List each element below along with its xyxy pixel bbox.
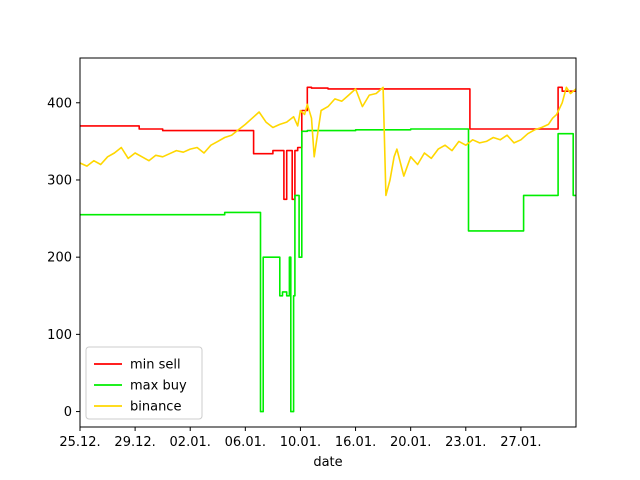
- x-tick-label: 16.01.: [335, 435, 376, 450]
- x-tick-label: 06.01.: [225, 435, 266, 450]
- x-axis-label: date: [313, 455, 342, 470]
- x-tick-label: 23.01.: [445, 435, 486, 450]
- axes-frame: [79, 57, 577, 428]
- series-line-min-sell: [80, 86, 576, 201]
- series-layer: [79, 86, 577, 413]
- y-tick-label: 400: [47, 96, 72, 111]
- x-tick-label: 20.01.: [390, 435, 431, 450]
- x-tick-label: 10.01.: [280, 435, 321, 450]
- legend-label: max buy: [130, 379, 187, 394]
- series-line-max-buy: [80, 128, 576, 413]
- y-tick-label: 0: [64, 405, 72, 420]
- legend: min sell max buy binance: [85, 346, 203, 420]
- x-tick-label: 27.01.: [500, 435, 541, 450]
- legend-label: binance: [130, 400, 181, 415]
- y-tick-label: 100: [47, 328, 72, 343]
- legend-box: [85, 346, 203, 420]
- x-tick-label: 25.12.: [59, 435, 100, 450]
- x-tick-label: 29.12.: [114, 435, 155, 450]
- y-tick-label: 300: [47, 173, 72, 188]
- x-tick-label: 02.01.: [170, 435, 211, 450]
- series-line-binance: [79, 86, 577, 197]
- axes-layer: 0 100 200 300 400 25.12. 29.12. 02.01. 06.01. 10.…: [47, 57, 577, 450]
- legend-label: min sell: [130, 358, 181, 373]
- y-tick-label: 200: [47, 251, 72, 266]
